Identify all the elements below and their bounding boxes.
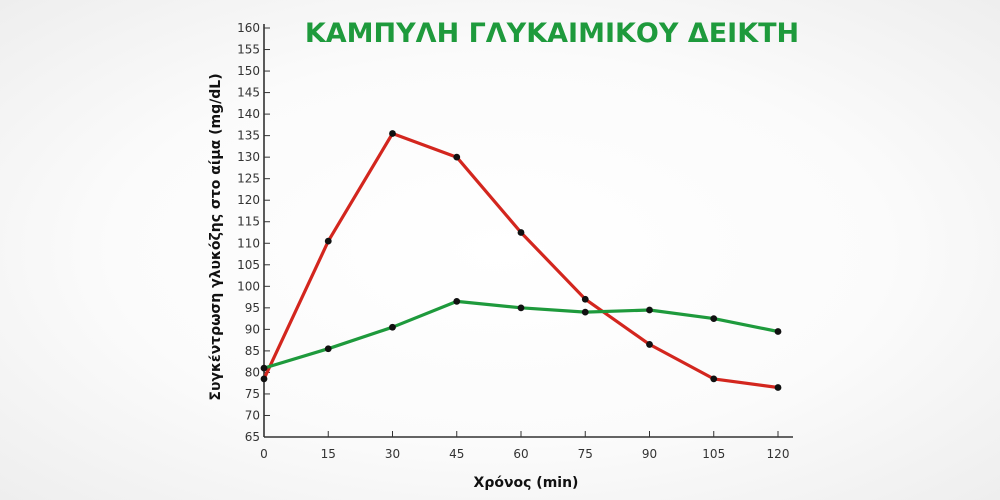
y-tick-label: 120 [237, 193, 260, 207]
series-2-point [774, 328, 782, 335]
series-2-point [260, 364, 268, 372]
series-2-point [389, 323, 396, 331]
y-tick-label: 155 [237, 43, 260, 57]
series-layer [260, 130, 782, 391]
series-1-point [646, 341, 653, 348]
y-tick-label: 150 [237, 64, 260, 78]
series-1-point [453, 153, 461, 161]
series-1-point [260, 375, 268, 383]
series-1-point [710, 375, 718, 383]
series-1-point [389, 130, 396, 137]
y-tick-label: 65 [245, 430, 260, 444]
series-line-2 [262, 299, 780, 370]
x-axis-title: Χρόνος (min) [474, 475, 579, 491]
axes: 65 70 75 80 85 90 95 100 105 110 115 120 125 130 135 14… [237, 21, 793, 461]
x-tick-label: 60 [513, 447, 528, 461]
y-tick-label: 135 [237, 129, 260, 143]
y-tick-label: 90 [245, 322, 260, 336]
series-1-point [517, 229, 525, 236]
series-2-point [324, 345, 332, 353]
series-1-point [774, 384, 782, 391]
series-2-point [581, 308, 589, 316]
series-1-point [581, 295, 589, 303]
y-tick-label: 145 [237, 86, 260, 100]
y-tick-label: 130 [237, 150, 260, 164]
y-tick-label: 140 [237, 107, 260, 121]
x-tick-label: 120 [767, 447, 790, 461]
x-tick-label: 90 [642, 447, 657, 461]
y-tick-label: 125 [237, 172, 260, 186]
y-tick-label: 95 [245, 301, 260, 315]
y-tick-label: 85 [245, 344, 260, 358]
y-axis-title: Συγκέντρωση γλυκόζης στο αίμα (mg/dL) [208, 73, 224, 400]
y-tick-label: 75 [245, 387, 260, 401]
series-2-point [646, 306, 653, 314]
x-tick-label: 30 [385, 447, 400, 461]
y-tick-label: 115 [237, 215, 260, 229]
series-2-point [517, 304, 525, 312]
y-tick-label: 110 [237, 236, 260, 250]
x-tick-label: 0 [260, 447, 268, 461]
y-tick-label: 70 [245, 408, 260, 422]
series-2-point [453, 297, 461, 305]
x-tick-label: 45 [449, 447, 464, 461]
series-1-point [324, 237, 332, 245]
series-2-point [710, 315, 718, 323]
y-tick-label: 80 [245, 365, 260, 379]
x-tick-label: 75 [578, 447, 593, 461]
chart-title: ΚΑΜΠΥΛΗ ΓΛΥΚΑΙΜΙΚΟΥ ΔΕΙΚΤΗ [305, 18, 799, 49]
y-tick-label: 160 [237, 21, 260, 35]
series-line-1 [262, 131, 780, 390]
x-tick-label: 105 [702, 447, 725, 461]
y-tick-label: 100 [237, 279, 260, 293]
y-tick-label: 105 [237, 258, 260, 272]
x-tick-label: 15 [321, 447, 336, 461]
